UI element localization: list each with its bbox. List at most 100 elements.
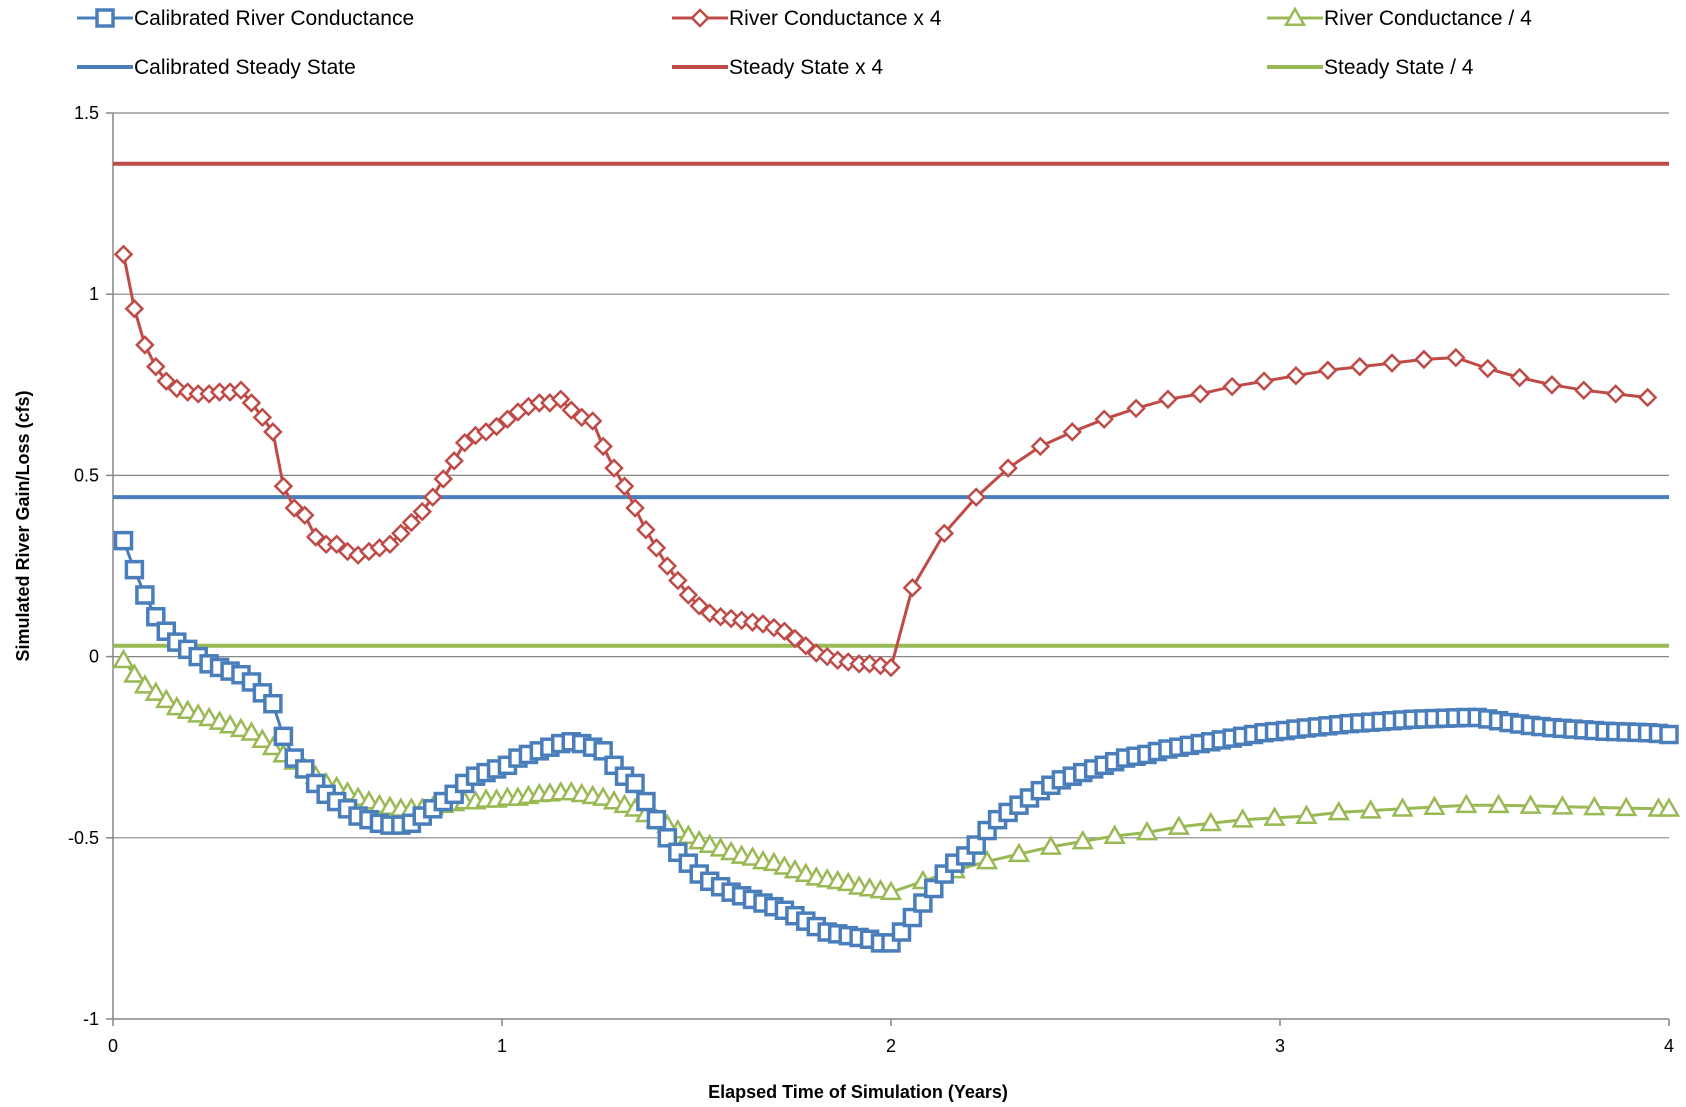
data-point-river-conductance-4 [879, 880, 903, 901]
data-point-river-conductance-x-4 [966, 487, 986, 507]
data-point-river-conductance-4 [1551, 795, 1574, 815]
data-point-river-conductance-4 [187, 703, 210, 723]
data-point-river-conductance-4 [1103, 824, 1126, 844]
data-point-calibrated-river-conductance [273, 726, 294, 747]
data-point-river-conductance-x-4 [1349, 356, 1370, 377]
data-point-river-conductance-x-4 [1126, 398, 1146, 419]
data-point-river-conductance-4 [591, 786, 615, 806]
data-point-river-conductance-x-4 [146, 356, 166, 377]
data-point-river-conductance-4 [1487, 793, 1510, 814]
data-point-river-conductance-x-4 [614, 476, 635, 497]
series-line-calibrated-river-conductance [122, 540, 1670, 945]
data-point-river-conductance-x-4 [1574, 380, 1594, 401]
x-tick-label: 4 [1664, 1036, 1674, 1056]
data-point-river-conductance-4 [1135, 820, 1159, 841]
data-point-river-conductance-x-4 [273, 476, 294, 497]
data-point-river-conductance-4 [251, 728, 274, 748]
y-tick-label: 1.5 [74, 103, 99, 123]
legend-item-calibrated-steady-state: Calibrated Steady State [77, 56, 356, 79]
data-point-river-conductance-x-4 [1382, 353, 1402, 373]
series-line-river-conductance-x-4 [122, 254, 1648, 669]
series-layer [112, 161, 1681, 953]
legend: Calibrated River Conductance River Conduc… [77, 6, 1532, 79]
data-point-river-conductance-4 [677, 824, 700, 844]
data-point-river-conductance-x-4 [668, 570, 688, 591]
data-point-river-conductance-4 [1327, 800, 1350, 821]
legend-label: River Conductance / 4 [1324, 7, 1532, 30]
data-point-river-conductance-x-4 [934, 523, 955, 544]
x-tick-label: 1 [497, 1036, 507, 1056]
legend-label: Calibrated River Conductance [134, 7, 414, 30]
data-point-river-conductance-4 [1007, 842, 1031, 863]
data-point-calibrated-river-conductance [924, 878, 944, 899]
data-point-river-conductance-4 [165, 695, 188, 716]
data-point-river-conductance-x-4 [454, 433, 475, 453]
y-tick-label: 1 [89, 284, 99, 304]
x-tick-label: 3 [1275, 1036, 1285, 1056]
data-point-river-conductance-x-4 [1158, 389, 1178, 410]
data-point-river-conductance-x-4 [1286, 365, 1306, 386]
data-point-river-conductance-x-4 [1477, 358, 1498, 379]
data-point-river-conductance-x-4 [295, 505, 315, 526]
y-axis-title: Simulated River Gain/Loss (cfs) [13, 390, 33, 661]
data-point-river-conductance-x-4 [785, 628, 805, 649]
data-point-river-conductance-x-4 [550, 389, 571, 410]
data-point-river-conductance-x-4 [998, 458, 1018, 478]
data-point-river-conductance-x-4 [113, 244, 134, 265]
x-tick-label: 0 [108, 1036, 118, 1056]
data-point-calibrated-river-conductance [891, 922, 912, 942]
legend-label: River Conductance x 4 [729, 7, 942, 30]
data-point-river-conductance-x-4 [1222, 376, 1242, 397]
data-point-river-conductance-x-4 [1254, 371, 1274, 391]
legend-item-calibrated-river-conductance: Calibrated River Conductance [77, 7, 414, 30]
y-tick-label: 0 [89, 647, 99, 667]
gridlines [113, 112, 1669, 839]
y-tick-label: -0.5 [68, 828, 99, 848]
x-axis-title: Elapsed Time of Simulation (Years) [708, 1082, 1008, 1102]
data-point-river-conductance-x-4 [646, 538, 667, 558]
series-calibrated-river-conductance [113, 530, 1679, 953]
x-tick-label: 2 [886, 1036, 896, 1056]
data-point-river-conductance-4 [155, 688, 178, 709]
data-point-river-conductance-x-4 [422, 487, 443, 507]
data-point-calibrated-river-conductance [146, 606, 166, 627]
data-point-calibrated-river-conductance [113, 530, 134, 551]
series-line-river-conductance-4 [122, 659, 1669, 894]
data-point-river-conductance-x-4 [135, 335, 155, 355]
data-point-river-conductance-x-4 [124, 298, 145, 319]
data-point-river-conductance-x-4 [1190, 384, 1211, 404]
data-point-calibrated-river-conductance [657, 828, 678, 848]
data-point-river-conductance-4 [112, 648, 135, 669]
legend-item-river-conductance-x-4: River Conductance x 4 [672, 7, 942, 30]
data-point-river-conductance-4 [123, 663, 146, 683]
data-point-calibrated-river-conductance [295, 759, 315, 779]
data-point-river-conductance-4 [144, 681, 167, 701]
data-point-river-conductance-4 [1519, 794, 1542, 814]
data-point-river-conductance-4 [1231, 808, 1254, 828]
data-point-river-conductance-x-4 [1318, 360, 1338, 381]
data-point-river-conductance-4 [1391, 797, 1414, 817]
legend-marker [1283, 6, 1307, 26]
data-point-river-conductance-x-4 [1446, 347, 1466, 368]
data-point-river-conductance-x-4 [380, 534, 400, 555]
data-point-calibrated-river-conductance [902, 907, 923, 928]
data-point-river-conductance-4 [240, 721, 263, 741]
data-point-river-conductance-4 [783, 858, 807, 879]
data-point-river-conductance-x-4 [444, 451, 464, 471]
data-point-river-conductance-4 [1657, 797, 1681, 817]
data-point-river-conductance-4 [1071, 829, 1094, 850]
data-point-river-conductance-x-4 [593, 436, 613, 457]
data-point-river-conductance-x-4 [582, 411, 603, 431]
data-point-calibrated-river-conductance [124, 559, 145, 580]
data-point-river-conductance-4 [1615, 796, 1638, 817]
data-point-calibrated-river-conductance [593, 741, 613, 761]
legend-label: Steady State / 4 [1324, 56, 1474, 79]
data-point-river-conductance-4 [1583, 795, 1606, 816]
data-point-river-conductance-4 [1455, 793, 1478, 814]
data-point-river-conductance-4 [837, 871, 860, 892]
data-point-river-conductance-x-4 [902, 577, 923, 598]
series-river-conductance-x-4 [113, 244, 1658, 678]
data-point-river-conductance-x-4 [486, 416, 507, 437]
